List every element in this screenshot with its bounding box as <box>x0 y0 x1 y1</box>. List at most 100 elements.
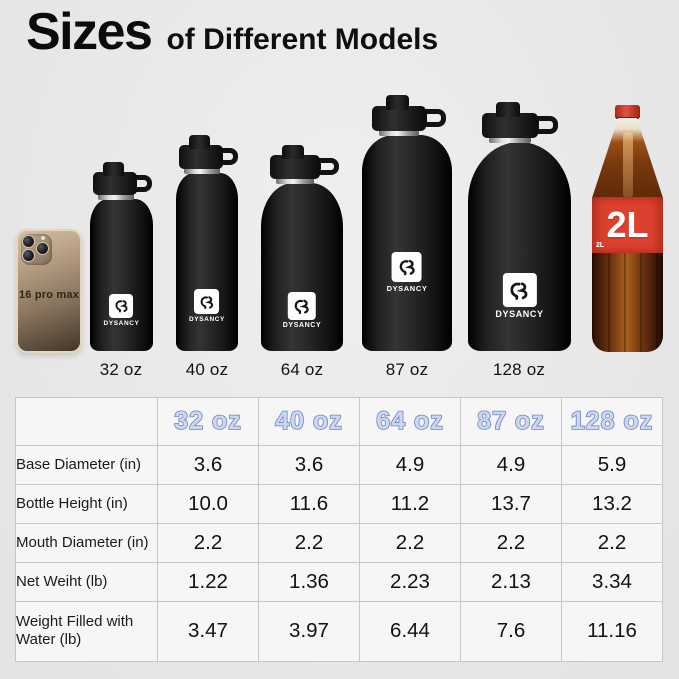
spec-column-header: 64 oz <box>359 397 461 446</box>
spec-value-cell: 11.2 <box>359 483 461 524</box>
spec-column-header: 32 oz <box>157 397 259 446</box>
brand-logo-mark-icon <box>194 289 220 314</box>
cola-cap <box>615 105 640 119</box>
brand-logo: DYSANCY <box>189 289 225 323</box>
cola-2l-small-text: 2L <box>596 242 605 249</box>
brand-logo: DYSANCY <box>283 292 321 329</box>
bottle-steel-ring <box>489 137 531 143</box>
camera-lens-icon <box>22 249 35 262</box>
bottle-spout <box>282 145 304 159</box>
brand-logo-mark-icon <box>502 273 537 307</box>
spec-value-cell: 2.2 <box>157 522 259 563</box>
brand-name: DYSANCY <box>386 284 428 293</box>
bottle-size-label: 32 oz <box>99 360 143 379</box>
spec-value-cell: 5.9 <box>561 445 663 485</box>
bottle-steel-ring <box>98 194 134 200</box>
spec-value-cell: 3.47 <box>157 600 259 663</box>
title-main: Sizes <box>26 3 153 61</box>
bottle-size-label: 128 oz <box>492 360 546 379</box>
cola-2l-text: 2L <box>606 204 649 245</box>
bottle-40oz: DYSANCY <box>176 135 238 351</box>
spec-row: Bottle Height (in) 10.0 11.6 11.2 13.7 13.2 <box>15 483 663 524</box>
bottle-size-label: 64 oz <box>280 360 324 379</box>
camera-flash-icon <box>41 236 45 240</box>
brand-name: DYSANCY <box>103 320 140 327</box>
bottle-87oz: DYSANCY <box>362 95 452 351</box>
spec-row-label: Net Weiht (lb) <box>15 561 158 602</box>
bottle-spout <box>496 102 520 117</box>
bottle-cap <box>270 155 320 179</box>
spec-row-label: Bottle Height (in) <box>15 483 158 524</box>
bottle-body: DYSANCY <box>90 199 153 351</box>
bottle-body: DYSANCY <box>176 173 238 351</box>
brand-logo-mark-icon <box>288 292 316 320</box>
spec-value-cell: 3.34 <box>561 561 663 602</box>
bottle-body: DYSANCY <box>468 142 571 351</box>
page-title: Sizes of Different Models <box>26 2 438 62</box>
bottle-64oz: DYSANCY <box>261 145 343 351</box>
spec-column-header: 128 oz <box>561 397 663 446</box>
spec-row-label: Mouth Diameter (in) <box>15 522 158 563</box>
spec-value-cell: 4.9 <box>460 445 562 485</box>
brand-logo: DYSANCY <box>387 252 428 293</box>
spec-value-cell: 2.23 <box>359 561 461 602</box>
spec-column-header: 40 oz <box>258 397 360 446</box>
spec-value-cell: 4.9 <box>359 445 461 485</box>
spec-value-cell: 2.2 <box>359 522 461 563</box>
cola-label-band: 2L 2L <box>592 197 663 253</box>
spec-value-cell: 1.22 <box>157 561 259 602</box>
brand-name: DYSANCY <box>495 309 544 319</box>
spec-value-cell: 11.16 <box>561 600 663 663</box>
bottle-body: DYSANCY <box>362 135 452 351</box>
phone-model-label: 16 pro max <box>18 289 80 301</box>
spec-table-container: 32 oz 40 oz 64 oz 87 oz 128 oz Base Diameter… <box>15 397 663 663</box>
spec-column-header: 87 oz <box>460 397 562 446</box>
bottle-spout <box>103 162 124 176</box>
brand-name: DYSANCY <box>282 322 322 329</box>
brand-logo: DYSANCY <box>495 273 543 319</box>
bottle-size-label: 40 oz <box>185 360 229 379</box>
brand-logo-mark-icon <box>109 294 134 318</box>
brand-name: DYSANCY <box>189 316 225 323</box>
bottle-steel-ring <box>276 178 314 184</box>
bottle-cap <box>482 113 538 138</box>
spec-row-label: Weight Filled with Water (lb) <box>15 600 158 663</box>
spec-value-cell: 2.2 <box>561 522 663 563</box>
spec-value-cell: 3.97 <box>258 600 360 663</box>
spec-row: Base Diameter (in) 3.6 3.6 4.9 4.9 5.9 <box>15 445 663 485</box>
spec-value-cell: 13.2 <box>561 483 663 524</box>
spec-value-cell: 1.36 <box>258 561 360 602</box>
spec-value-cell: 10.0 <box>157 483 259 524</box>
bottle-128oz: DYSANCY <box>468 102 571 351</box>
bottle-spout <box>189 135 210 149</box>
bottle-cap <box>372 106 426 131</box>
spec-value-cell: 6.44 <box>359 600 461 663</box>
phone-16-pro-max: 16 pro max <box>16 229 82 353</box>
spec-value-cell: 3.6 <box>258 445 360 485</box>
bottle-32oz: DYSANCY <box>90 162 153 351</box>
bottle-cap <box>179 145 223 169</box>
spec-value-cell: 2.2 <box>460 522 562 563</box>
spec-row: Weight Filled with Water (lb) 3.47 3.97 6.4… <box>15 600 663 663</box>
spec-table: 32 oz 40 oz 64 oz 87 oz 128 oz Base Diameter… <box>15 397 663 663</box>
brand-logo-mark-icon <box>392 252 422 282</box>
phone-camera-module <box>21 234 52 265</box>
spec-row: Net Weiht (lb) 1.22 1.36 2.23 2.13 3.34 <box>15 561 663 602</box>
spec-value-cell: 7.6 <box>460 600 562 663</box>
camera-lens-icon <box>22 235 35 248</box>
camera-lens-icon <box>36 242 49 255</box>
bottle-steel-ring <box>184 168 220 174</box>
spec-row: Mouth Diameter (in) 2.2 2.2 2.2 2.2 2.2 <box>15 522 663 563</box>
bottle-spout <box>386 95 409 110</box>
bottle-body: DYSANCY <box>261 183 343 351</box>
bottle-steel-ring <box>379 130 419 136</box>
cola-neck <box>592 118 663 198</box>
spec-value-cell: 2.13 <box>460 561 562 602</box>
cola-2l-bottle: 2L 2L <box>592 105 663 352</box>
spec-row-label: Base Diameter (in) <box>15 445 158 485</box>
spec-header-row: 32 oz 40 oz 64 oz 87 oz 128 oz <box>15 397 663 446</box>
bottle-cap <box>93 172 137 195</box>
spec-value-cell: 2.2 <box>258 522 360 563</box>
spec-corner-cell <box>15 397 158 446</box>
